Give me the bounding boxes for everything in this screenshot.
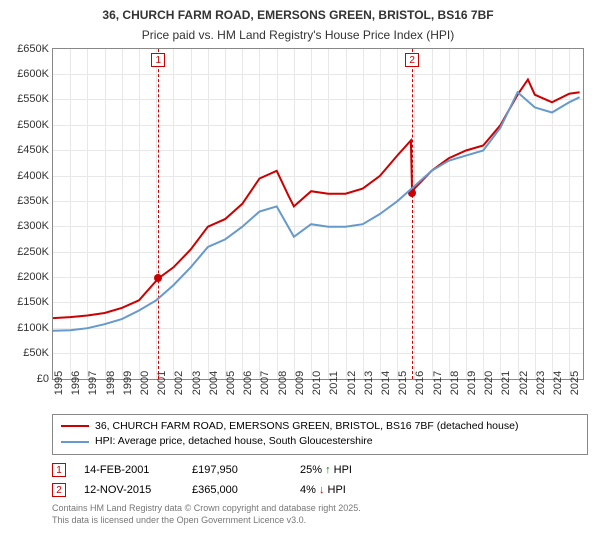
y-axis-label: £500K xyxy=(17,119,49,131)
legend-swatch xyxy=(61,425,89,427)
marker-table-row: 2 12-NOV-2015 £365,000 4% ↓ HPI xyxy=(52,483,588,497)
marker-table-box: 2 xyxy=(52,483,66,497)
chart-lines xyxy=(53,49,583,379)
legend-label: 36, CHURCH FARM ROAD, EMERSONS GREEN, BR… xyxy=(95,419,518,435)
marker-price: £197,950 xyxy=(192,464,282,476)
legend-label: HPI: Average price, detached house, Sout… xyxy=(95,434,373,450)
marker-date: 14-FEB-2001 xyxy=(84,464,174,476)
marker-table-box: 1 xyxy=(52,463,66,477)
marker-delta: 4% ↓ HPI xyxy=(300,484,390,496)
y-axis-label: £400K xyxy=(17,170,49,182)
marker-table-row: 1 14-FEB-2001 £197,950 25% ↑ HPI xyxy=(52,463,588,477)
legend-swatch xyxy=(61,441,89,443)
y-axis-label: £350K xyxy=(17,195,49,207)
legend: 36, CHURCH FARM ROAD, EMERSONS GREEN, BR… xyxy=(52,414,588,456)
arrow-up-icon: ↑ xyxy=(325,464,331,476)
y-axis-label: £650K xyxy=(17,43,49,55)
footer-attribution: Contains HM Land Registry data © Crown c… xyxy=(52,503,588,526)
footer-line2: This data is licensed under the Open Gov… xyxy=(52,515,588,527)
legend-row: 36, CHURCH FARM ROAD, EMERSONS GREEN, BR… xyxy=(61,419,579,435)
y-axis-label: £450K xyxy=(17,144,49,156)
y-axis-label: £200K xyxy=(17,271,49,283)
chart-title-line2: Price paid vs. HM Land Registry's House … xyxy=(8,28,588,42)
y-axis-label: £300K xyxy=(17,220,49,232)
marker-delta: 25% ↑ HPI xyxy=(300,464,390,476)
marker-date: 12-NOV-2015 xyxy=(84,484,174,496)
series-property xyxy=(53,79,580,318)
y-axis-label: £50K xyxy=(23,347,49,359)
chart-title-line1: 36, CHURCH FARM ROAD, EMERSONS GREEN, BR… xyxy=(8,8,588,24)
y-axis-label: £600K xyxy=(17,68,49,80)
y-axis-label: £150K xyxy=(17,296,49,308)
legend-row: HPI: Average price, detached house, Sout… xyxy=(61,434,579,450)
series-hpi xyxy=(53,92,580,331)
arrow-down-icon: ↓ xyxy=(319,484,325,496)
y-axis-label: £250K xyxy=(17,246,49,258)
y-axis-label: £550K xyxy=(17,93,49,105)
y-axis-label: £0 xyxy=(37,373,49,385)
price-chart: £0£50K£100K£150K£200K£250K£300K£350K£400… xyxy=(52,48,584,380)
footer-line1: Contains HM Land Registry data © Crown c… xyxy=(52,503,588,515)
marker-table: 1 14-FEB-2001 £197,950 25% ↑ HPI 2 12-NOV-201… xyxy=(52,463,588,497)
marker-price: £365,000 xyxy=(192,484,282,496)
y-axis-label: £100K xyxy=(17,322,49,334)
